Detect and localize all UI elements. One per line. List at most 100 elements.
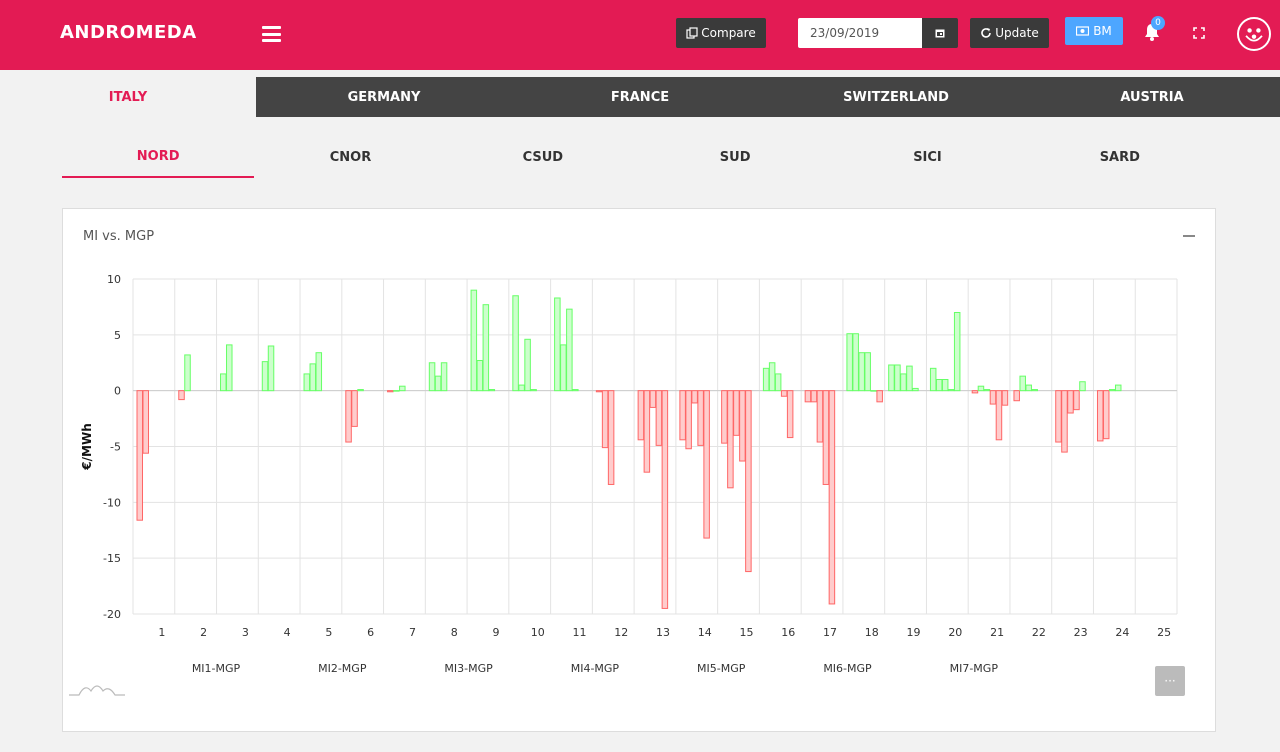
x-tick-label: 23 [1074,626,1088,639]
legend-entry: MI2-MGP [318,662,367,675]
update-button[interactable]: Update [970,18,1049,48]
bar-mi1-mgp [1013,390,1020,402]
bar-mi5-mgp [661,390,669,609]
zone-tab-sard[interactable]: SARD [1099,149,1140,165]
legend-entry: MI4-MGP [571,662,620,675]
bar-mi1-mgp [428,362,436,392]
bar-mi4-mgp [655,390,663,446]
x-tick-label: 18 [865,626,879,639]
bar-mi1-mgp [929,367,937,392]
bar-mi2-mgp [643,390,651,473]
bar-mi2-mgp [977,385,985,392]
x-tick-label: 5 [325,626,332,639]
bar-mi3-mgp [900,373,907,392]
bar-mi1-mgp [595,390,603,393]
bar-mi2-mgp [1019,375,1026,392]
bar-mi1-mgp [846,333,853,392]
bm-button[interactable]: BM [1065,17,1123,45]
x-tick-label: 22 [1032,626,1046,639]
tab-italy[interactable]: ITALY [0,77,256,117]
bar-mi5-mgp [995,390,1003,441]
more-options-button[interactable]: ··· [1155,666,1185,696]
card-title: MI vs. MGP [83,229,155,244]
bar-mi2-mgp [476,360,484,392]
brand-logo[interactable]: ANDROMEDA [60,22,197,43]
legend-entry: MI5-MGP [697,662,746,675]
bar-mi4-mgp [1114,384,1122,392]
bar-mi5-mgp [870,390,877,392]
chart-card: MI vs. MGP 10 5 0 -5 -10 -15 -20 1 2 3 4 5 6 7 8 9 10 11 1… [62,208,1216,732]
notification-badge: 0 [1151,16,1165,30]
wave-logo-icon [69,685,125,696]
zone-tab-sici[interactable]: SICI [913,149,942,165]
legend-entry: MI1-MGP [192,662,241,675]
zone-tab-sud[interactable]: SUD [719,149,751,165]
tab-switzerland[interactable]: SWITZERLAND [843,89,949,105]
bar-mi1-mgp [762,367,770,392]
bar-mi2-mgp [768,362,776,392]
tab-germany[interactable]: GERMANY [347,89,421,105]
y-tick-label: -10 [103,496,121,509]
bar-mi2-mgp [852,333,859,392]
minimize-icon[interactable] [1183,235,1195,237]
bar-mi5-mgp [703,390,710,539]
bar-mi2-mgp [434,375,442,392]
bar-mi1-mgp [303,373,311,392]
x-tick-label: 15 [740,626,754,639]
y-tick-label: -20 [103,608,121,621]
bar-mi1-mgp [804,390,812,403]
bar-mi1-mgp [554,297,561,392]
bar-mi2-mgp [1061,390,1068,453]
date-input[interactable] [798,18,922,48]
menu-icon[interactable] [262,26,281,42]
fullscreen-icon[interactable] [1193,27,1205,39]
tab-france[interactable]: FRANCE [610,89,670,105]
x-tick-label: 14 [698,626,712,639]
x-tick-label: 10 [531,626,545,639]
bar-mi3-mgp [816,390,824,443]
bar-mi2-mgp [267,345,275,392]
country-tabs: ITALY GERMANY FRANCE SWITZERLAND AUSTRIA [0,77,1280,117]
bar-mi4-mgp [780,390,788,397]
bar-mi2-mgp [518,384,525,392]
bar-mi3-mgp [440,362,448,392]
y-tick-label: -15 [103,552,121,565]
compare-button[interactable]: Compare [676,18,766,48]
x-tick-label: 25 [1157,626,1171,639]
bar-mi1-mgp [345,390,352,443]
bar-mi2-mgp [685,390,692,450]
tab-austria[interactable]: AUSTRIA [1120,89,1184,105]
x-tick-label: 21 [990,626,1004,639]
zone-tab-nord[interactable]: NORD [62,140,255,178]
y-tick-label: 5 [114,329,121,342]
legend-entry: MI7-MGP [950,662,999,675]
bar-mi1-mgp [178,390,185,401]
bar-mi3-mgp [733,390,740,436]
calendar-button[interactable] [922,18,958,48]
bar-mi3-mgp [399,385,406,392]
compare-label: Compare [701,26,756,40]
bar-mi5-mgp [828,390,836,605]
bar-mi4-mgp [488,389,496,392]
x-tick-label: 13 [656,626,670,639]
bar-mi3-mgp [1067,390,1074,414]
bar-mi3-mgp [607,390,615,485]
bar-mi2-mgp [393,390,400,392]
bar-mi1-mgp [971,390,979,394]
zone-tab-csud[interactable]: CSUD [522,149,564,165]
bar-mi5-mgp [953,312,961,392]
bar-mi3-mgp [774,373,782,392]
x-tick-label: 20 [948,626,962,639]
bar-mi2-mgp [601,390,609,449]
bar-mi4-mgp [572,389,579,392]
zone-tab-cnor[interactable]: CNOR [329,149,372,165]
bar-mi1-mgp [136,390,143,521]
x-tick-label: 2 [200,626,207,639]
bar-mi2-mgp [226,344,233,392]
bar-mi2-mgp [560,344,567,392]
avatar[interactable] [1237,17,1271,51]
bar-mi1-mgp [679,390,686,441]
calendar-icon [935,29,945,38]
bar-mi4-mgp [947,389,955,392]
